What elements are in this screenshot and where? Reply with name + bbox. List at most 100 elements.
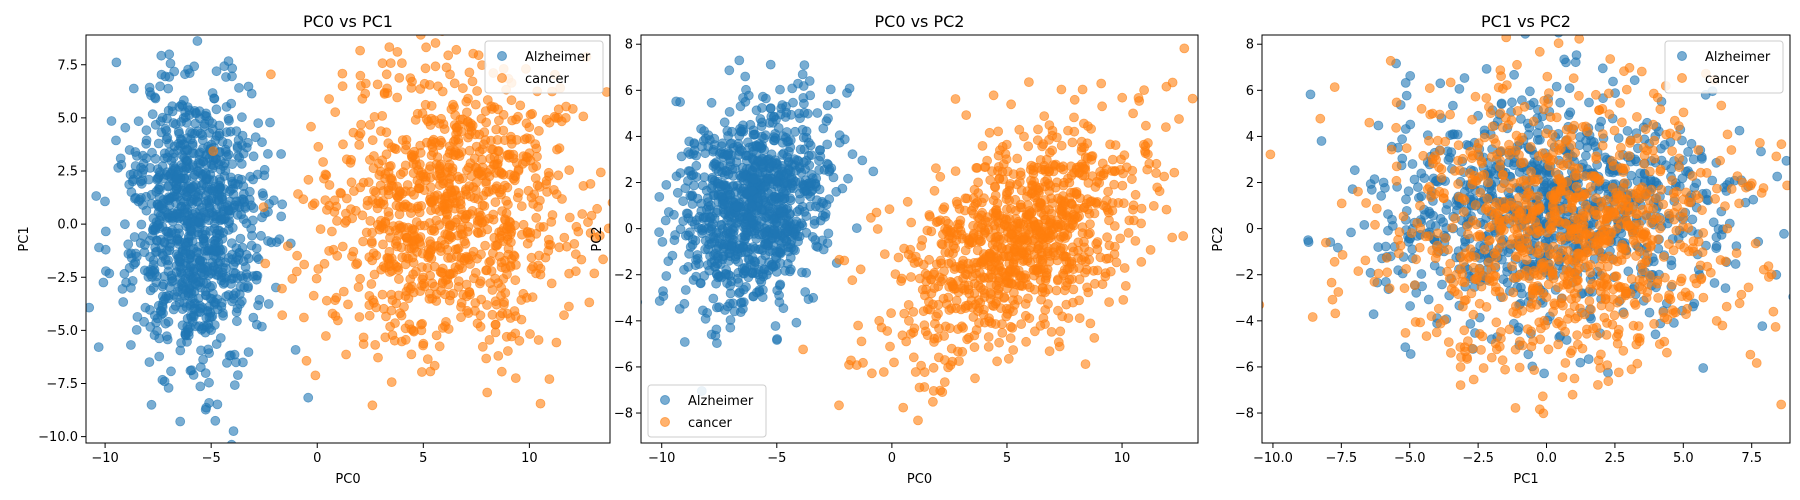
data-point-cancer: [1107, 154, 1118, 165]
data-point-alzheimer: [123, 248, 134, 259]
data-point-cancer: [908, 306, 919, 317]
data-point-cancer: [1092, 237, 1103, 247]
data-point-alzheimer: [1688, 154, 1699, 165]
data-point-alzheimer: [150, 119, 161, 130]
data-point-cancer: [380, 218, 391, 229]
data-point-cancer: [595, 167, 606, 178]
data-point-alzheimer: [193, 19, 202, 28]
data-point-cancer: [971, 325, 982, 335]
data-point-cancer: [556, 116, 567, 127]
data-point-alzheimer: [1359, 219, 1370, 230]
data-point-alzheimer: [175, 345, 186, 356]
data-point-alzheimer: [129, 259, 139, 270]
data-point-cancer: [1167, 77, 1178, 88]
data-point-cancer: [324, 180, 335, 190]
data-point-alzheimer: [145, 285, 156, 296]
data-point-cancer: [889, 357, 899, 368]
data-point-alzheimer: [246, 240, 257, 251]
data-point-cancer: [467, 76, 478, 87]
data-point-alzheimer: [165, 58, 176, 69]
points-group: [1262, 35, 1790, 419]
data-point-alzheimer: [681, 208, 692, 219]
data-point-cancer: [1096, 78, 1107, 89]
data-point-alzheimer: [231, 196, 242, 207]
data-point-alzheimer: [658, 286, 668, 297]
y-tick-label: 8: [625, 38, 633, 53]
data-point-cancer: [1053, 305, 1063, 316]
data-point-cancer: [348, 186, 359, 197]
data-point-alzheimer: [210, 415, 221, 426]
data-point-alzheimer: [1409, 174, 1420, 185]
data-point-cancer: [298, 312, 309, 323]
data-point-cancer: [1136, 218, 1146, 229]
data-point-alzheimer: [195, 128, 206, 139]
data-point-cancer: [946, 227, 956, 238]
data-point-cancer: [436, 235, 447, 246]
data-point-alzheimer: [192, 36, 203, 46]
data-point-alzheimer: [184, 68, 195, 78]
data-point-alzheimer: [227, 159, 238, 170]
data-point-cancer: [1080, 267, 1090, 278]
data-point-cancer: [341, 154, 352, 165]
data-point-alzheimer: [189, 304, 200, 315]
data-point-cancer: [1052, 275, 1063, 286]
data-point-alzheimer: [145, 321, 156, 332]
data-point-cancer: [928, 396, 938, 407]
data-point-cancer: [939, 202, 950, 213]
data-point-cancer: [439, 35, 446, 36]
data-point-cancer: [370, 339, 381, 350]
data-point-alzheimer: [1711, 241, 1722, 251]
data-point-cancer: [922, 225, 933, 236]
data-point-cancer: [531, 268, 541, 279]
data-point-cancer: [1005, 321, 1016, 332]
data-point-alzheimer: [751, 105, 762, 116]
data-point-cancer: [367, 400, 378, 411]
data-point-alzheimer: [244, 194, 255, 205]
x-tick-label: 0: [888, 451, 896, 466]
y-tick-label: −2.5: [46, 271, 78, 286]
data-point-alzheimer: [94, 242, 104, 253]
x-tick-label: −5: [202, 451, 221, 466]
data-point-cancer: [354, 312, 365, 322]
data-point-alzheimer: [831, 186, 842, 197]
data-point-cancer: [1116, 154, 1126, 165]
data-point-alzheimer: [1305, 89, 1316, 100]
data-point-cancer: [970, 373, 980, 384]
data-point-cancer: [1030, 190, 1041, 201]
data-point-cancer: [383, 189, 394, 200]
data-point-cancer: [1057, 206, 1068, 216]
data-point-alzheimer: [1584, 97, 1594, 108]
data-point-alzheimer: [290, 344, 301, 355]
data-point-alzheimer: [1448, 100, 1458, 111]
data-point-cancer: [915, 273, 925, 284]
data-point-cancer: [977, 140, 988, 151]
data-point-alzheimer: [654, 191, 665, 202]
data-point-alzheimer: [216, 214, 227, 224]
y-tick-label: −2: [614, 268, 633, 283]
data-point-cancer: [258, 202, 269, 213]
data-point-cancer: [1009, 287, 1019, 298]
data-point-cancer: [984, 127, 995, 138]
data-point-alzheimer: [661, 271, 672, 281]
data-point-cancer: [1179, 43, 1190, 54]
data-point-alzheimer: [793, 156, 804, 167]
data-point-cancer: [401, 140, 412, 151]
data-point-cancer: [403, 0, 412, 8]
data-point-cancer: [465, 259, 476, 269]
data-point-alzheimer: [778, 186, 789, 197]
data-point-cancer: [1087, 151, 1098, 161]
data-point-cancer: [301, 355, 312, 366]
data-point-cancer: [408, 257, 419, 268]
data-point-cancer: [457, 263, 467, 274]
data-point-alzheimer: [168, 148, 179, 159]
data-point-cancer: [992, 356, 1002, 367]
data-point-cancer: [1228, 144, 1237, 153]
data-point-cancer: [355, 128, 366, 139]
data-point-alzheimer: [782, 152, 793, 163]
data-point-alzheimer: [724, 65, 735, 76]
data-point-alzheimer: [158, 279, 169, 290]
data-point-cancer: [1045, 147, 1055, 158]
data-point-alzheimer: [823, 228, 834, 239]
data-point-alzheimer: [680, 183, 691, 194]
data-point-alzheimer: [731, 201, 742, 212]
